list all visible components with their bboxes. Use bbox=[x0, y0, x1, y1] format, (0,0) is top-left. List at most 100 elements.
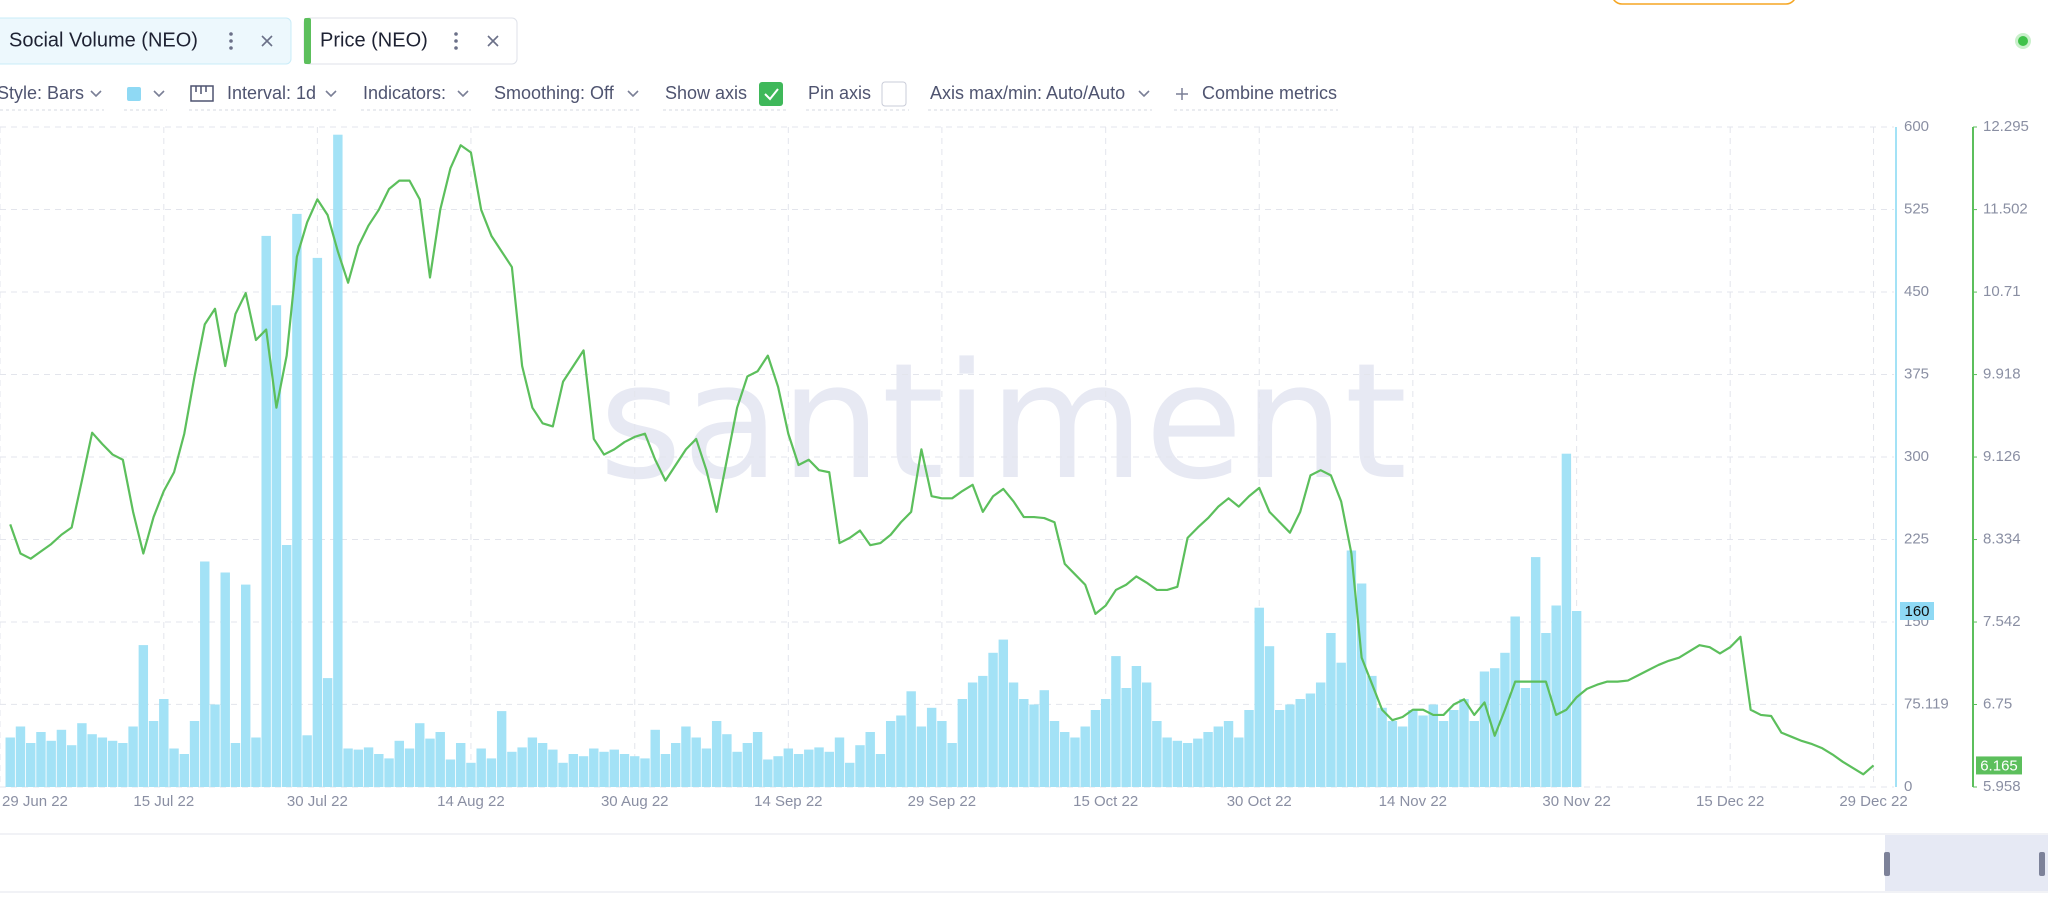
bar bbox=[1152, 721, 1162, 787]
bar bbox=[681, 726, 691, 787]
color-select[interactable] bbox=[127, 87, 141, 101]
bar bbox=[845, 762, 855, 787]
bar bbox=[486, 758, 497, 787]
menu-icon[interactable] bbox=[454, 32, 458, 50]
bar bbox=[1121, 688, 1131, 787]
bar bbox=[240, 584, 251, 787]
bar bbox=[138, 645, 149, 787]
metric-tab[interactable]: Price (NEO) bbox=[303, 17, 518, 65]
y2-tick-label: 12.295 bbox=[1983, 118, 2029, 135]
bar bbox=[1060, 732, 1070, 787]
navigator-handle[interactable] bbox=[2039, 852, 2045, 876]
bar bbox=[1530, 557, 1541, 787]
bar bbox=[1490, 668, 1500, 787]
bar bbox=[1356, 583, 1367, 787]
bar bbox=[1141, 682, 1152, 787]
bar bbox=[363, 747, 374, 787]
x-tick-label: 29 Jun 22 bbox=[2, 793, 68, 810]
bar bbox=[670, 743, 681, 787]
bar bbox=[1234, 737, 1244, 787]
bar bbox=[455, 743, 466, 787]
bar bbox=[1346, 550, 1357, 787]
bar bbox=[1377, 707, 1387, 787]
bar bbox=[1039, 690, 1049, 787]
bar bbox=[640, 758, 650, 787]
bar bbox=[988, 652, 998, 787]
close-icon[interactable] bbox=[487, 35, 499, 47]
bar bbox=[742, 743, 753, 787]
bar bbox=[875, 754, 886, 787]
y-tick-label: 0 bbox=[1904, 778, 1912, 795]
bar bbox=[1100, 699, 1111, 787]
tab-color bbox=[304, 18, 311, 64]
metric-tab[interactable]: Social Volume (NEO) bbox=[0, 17, 292, 65]
bar bbox=[220, 572, 230, 787]
bar bbox=[118, 743, 128, 787]
bar bbox=[1182, 743, 1193, 787]
bar bbox=[210, 704, 220, 787]
bar bbox=[1162, 737, 1172, 787]
bar bbox=[1571, 611, 1582, 787]
bar bbox=[783, 748, 794, 787]
bar bbox=[271, 305, 282, 787]
y-tick-label: 225 bbox=[1904, 530, 1929, 547]
bar bbox=[1223, 721, 1234, 787]
style-select[interactable]: Style: Bars bbox=[0, 83, 84, 103]
bar bbox=[1070, 737, 1080, 787]
navigator-selection[interactable] bbox=[1885, 835, 2048, 891]
bar bbox=[1336, 662, 1346, 787]
bar bbox=[87, 734, 97, 787]
bar bbox=[374, 754, 384, 787]
bar bbox=[128, 726, 138, 787]
bar bbox=[425, 738, 435, 787]
bar bbox=[1561, 453, 1572, 787]
bar bbox=[292, 213, 302, 787]
legend-label: Price (NEO) bbox=[320, 29, 428, 51]
plus-icon bbox=[1176, 88, 1188, 100]
checkbox-checked[interactable] bbox=[759, 82, 783, 106]
bar bbox=[1080, 726, 1090, 787]
smoothing-select[interactable]: Smoothing: Off bbox=[494, 83, 615, 103]
close-icon[interactable] bbox=[261, 35, 273, 47]
y2-tick-label: 9.918 bbox=[1983, 366, 2021, 383]
bar bbox=[159, 699, 169, 787]
bar bbox=[179, 754, 189, 787]
x-tick-label: 15 Jul 22 bbox=[133, 793, 194, 810]
navigator-handle[interactable] bbox=[1884, 852, 1890, 876]
bar bbox=[804, 749, 814, 787]
pin-axis-toggle[interactable]: Pin axis bbox=[808, 83, 871, 103]
bar bbox=[537, 743, 548, 787]
bar bbox=[1264, 646, 1275, 787]
bar bbox=[578, 756, 589, 787]
bar bbox=[855, 745, 865, 787]
button-edge[interactable] bbox=[1612, 0, 1796, 5]
bar bbox=[896, 715, 906, 787]
bar bbox=[97, 737, 108, 787]
bar bbox=[230, 743, 241, 787]
indicators-select[interactable]: Indicators: bbox=[363, 83, 446, 103]
bar bbox=[824, 751, 834, 787]
bar bbox=[1203, 732, 1213, 787]
axis-range-select[interactable]: Axis max/min: Auto/Auto bbox=[930, 83, 1125, 103]
bar bbox=[834, 737, 845, 787]
bar bbox=[1438, 721, 1449, 787]
combine-button[interactable]: Combine metrics bbox=[1202, 83, 1337, 103]
bar bbox=[1254, 607, 1264, 787]
menu-icon[interactable] bbox=[229, 32, 233, 50]
bar bbox=[722, 734, 732, 787]
bar bbox=[558, 762, 568, 787]
bar bbox=[148, 721, 159, 787]
interval-select[interactable]: Interval: 1d bbox=[227, 83, 316, 103]
show-axis-toggle[interactable]: Show axis bbox=[665, 83, 747, 103]
bar bbox=[1172, 740, 1183, 787]
bar bbox=[711, 721, 722, 787]
bar bbox=[1213, 726, 1224, 787]
checkbox[interactable] bbox=[881, 81, 907, 107]
y2-tick-label: 5.958 bbox=[1983, 778, 2021, 795]
bar bbox=[200, 561, 210, 787]
bar bbox=[507, 751, 517, 787]
bar bbox=[947, 743, 957, 787]
y2-tick-label: 8.334 bbox=[1983, 531, 2021, 548]
bar bbox=[1049, 721, 1060, 787]
